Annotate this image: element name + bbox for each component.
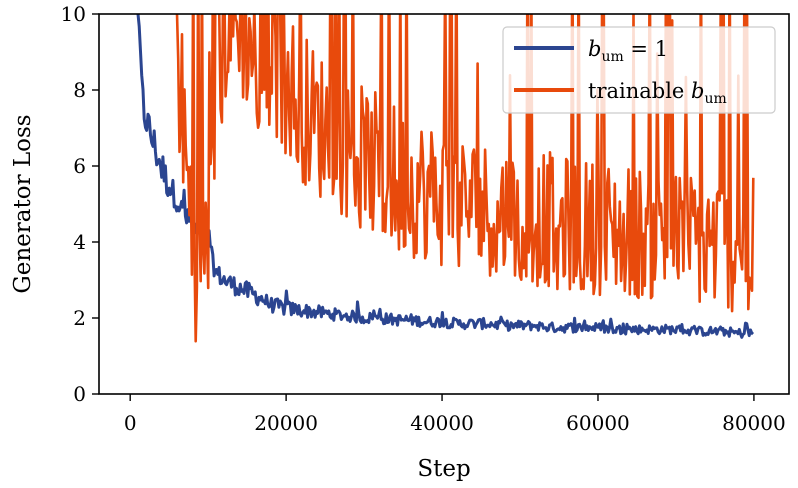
y-tick-label: 6 bbox=[73, 154, 86, 178]
x-tick-label: 80000 bbox=[722, 411, 786, 435]
y-axis-label: Generator Loss bbox=[10, 114, 36, 293]
legend: bum = 1 trainable bum bbox=[502, 26, 776, 114]
y-tick-label: 2 bbox=[73, 306, 86, 330]
legend-base: b bbox=[588, 37, 601, 61]
x-tick-label: 40000 bbox=[410, 411, 474, 435]
legend-label-series-1: bum = 1 bbox=[588, 37, 668, 65]
x-tick-label: 0 bbox=[124, 411, 137, 435]
y-tick-label: 0 bbox=[73, 382, 86, 406]
series-1-line bbox=[136, 14, 755, 339]
legend-sub: um bbox=[704, 91, 726, 107]
legend-sub: um bbox=[601, 49, 623, 65]
legend-base: b bbox=[691, 79, 704, 103]
legend-prefix: trainable bbox=[588, 79, 691, 103]
y-tick-label: 10 bbox=[61, 2, 86, 26]
y-axis: 0 2 4 6 8 10 bbox=[61, 2, 99, 406]
x-tick-label: 60000 bbox=[566, 411, 630, 435]
legend-label-series-2: trainable bum bbox=[588, 79, 727, 107]
x-axis-label: Step bbox=[417, 456, 470, 482]
y-tick-label: 8 bbox=[73, 78, 86, 102]
y-tick-label: 4 bbox=[73, 230, 86, 254]
legend-suffix: = 1 bbox=[624, 37, 668, 61]
plot-frame bbox=[98, 13, 790, 395]
x-axis: 0 20000 40000 60000 80000 bbox=[124, 394, 786, 435]
x-tick-label: 20000 bbox=[254, 411, 318, 435]
